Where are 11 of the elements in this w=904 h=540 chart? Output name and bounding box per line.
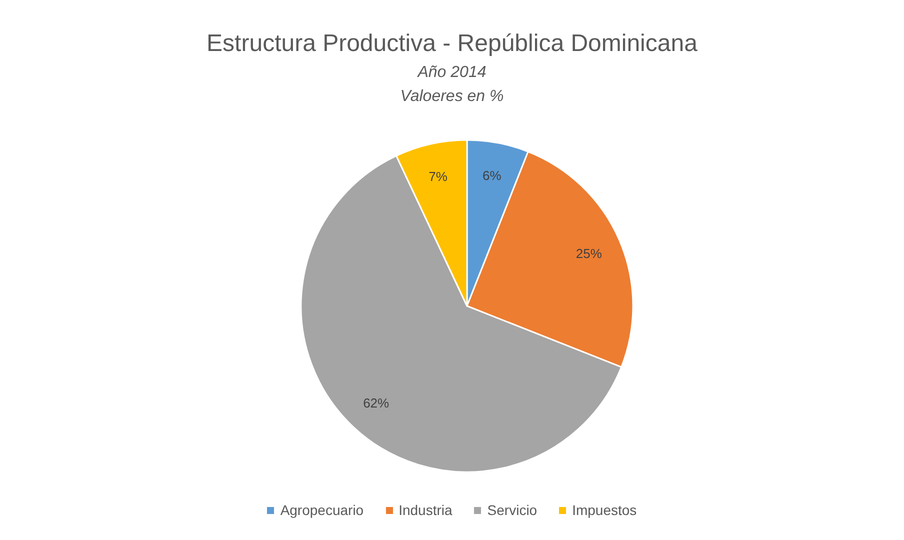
legend-label: Agropecuario: [280, 502, 364, 518]
chart-title: Estructura Productiva - República Dominicana: [206, 30, 698, 58]
data-label: 6%: [482, 168, 502, 184]
data-label: 7%: [428, 168, 448, 184]
data-label: 62%: [363, 395, 390, 410]
legend-label: Industria: [398, 502, 452, 518]
chart-subtitle: Año 2014: [416, 64, 488, 82]
legend-label: Servicio: [487, 502, 538, 518]
text: Valoeres en %: [399, 88, 505, 106]
legend-label: Impuestos: [572, 502, 637, 518]
data-label: 25%: [576, 246, 602, 261]
